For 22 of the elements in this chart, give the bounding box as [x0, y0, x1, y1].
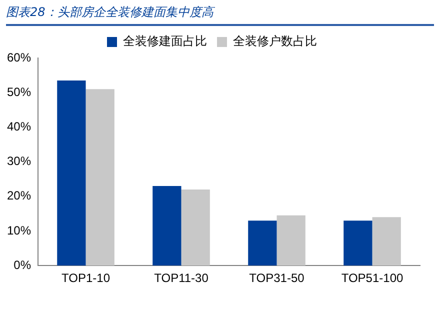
- bar: [86, 89, 114, 266]
- y-tick-label: 30%: [6, 154, 32, 168]
- bar: [57, 80, 86, 266]
- legend-label: 全装修建面占比: [123, 34, 207, 48]
- bar: [181, 189, 210, 266]
- legend-label: 全装修户数占比: [233, 34, 317, 48]
- bar: [248, 220, 277, 266]
- y-tick-label: 20%: [6, 188, 32, 203]
- y-tick-label: 60%: [6, 50, 32, 64]
- x-tick-label: TOP51-100: [341, 271, 404, 286]
- bar: [344, 220, 372, 266]
- x-tick-label: TOP11-30: [154, 271, 209, 286]
- bar: [152, 186, 182, 266]
- x-tick-label: TOP31-50: [249, 271, 305, 286]
- y-tick-label: 0%: [14, 258, 32, 272]
- bar: [276, 215, 306, 266]
- y-tick-label: 50%: [6, 84, 32, 99]
- bar: [372, 217, 401, 266]
- y-tick-label: 10%: [6, 223, 32, 238]
- y-tick-label: 40%: [6, 120, 32, 134]
- chart-title: 图表28：头部房企全装修建面集中度高: [6, 4, 434, 26]
- x-tick-label: TOP1-10: [62, 271, 110, 286]
